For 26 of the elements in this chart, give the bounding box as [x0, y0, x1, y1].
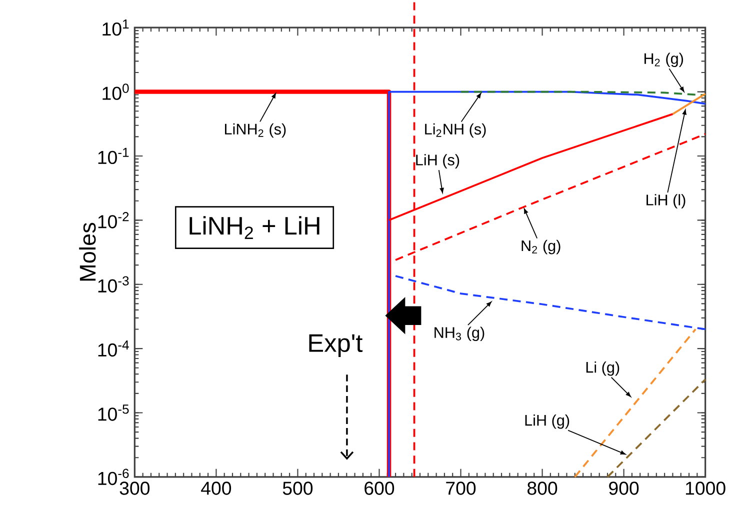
annotation: LiNH$_{2}$ (s): [225, 123, 286, 138]
x-tick-label: 900: [609, 482, 639, 495]
y-tick-label: 10$^{-1}$: [98, 148, 129, 164]
annotation: LiNH$_{2}$ + LiH: [190, 216, 320, 239]
y-tick-label: 10$^{-5}$: [98, 404, 129, 421]
x-tick-label: 700: [446, 482, 476, 495]
y-axis-title: Moles: [79, 222, 96, 281]
x-tick-label: 800: [528, 482, 558, 495]
annotation: LiH (s): [416, 154, 460, 168]
y-tick-label: 10$^{0}$: [102, 84, 129, 100]
annotation: NH$_{3}$ (g): [434, 326, 484, 342]
y-tick-label: 10$^{1}$: [102, 20, 129, 36]
y-tick-label: 10$^{-4}$: [98, 340, 129, 357]
y-tick-label: 10$^{-2}$: [98, 212, 129, 228]
x-tick-label: 500: [282, 482, 313, 495]
annotation: Exp't: [309, 334, 363, 358]
annotation: Li (g): [586, 362, 620, 376]
x-tick-label: 1000: [686, 482, 726, 495]
x-tick-label: 600: [364, 482, 394, 495]
annotation: LiH (l): [646, 194, 686, 208]
annotation: Li$_{2}$NH (s): [425, 123, 486, 138]
y-tick-label: 10$^{-3}$: [98, 276, 129, 293]
x-tick-label: 400: [201, 482, 232, 495]
annotation: H$_{2}$ (g): [644, 52, 684, 68]
annotation: N$_{2}$ (g): [522, 240, 560, 254]
annotation: LiH (g): [525, 414, 570, 429]
